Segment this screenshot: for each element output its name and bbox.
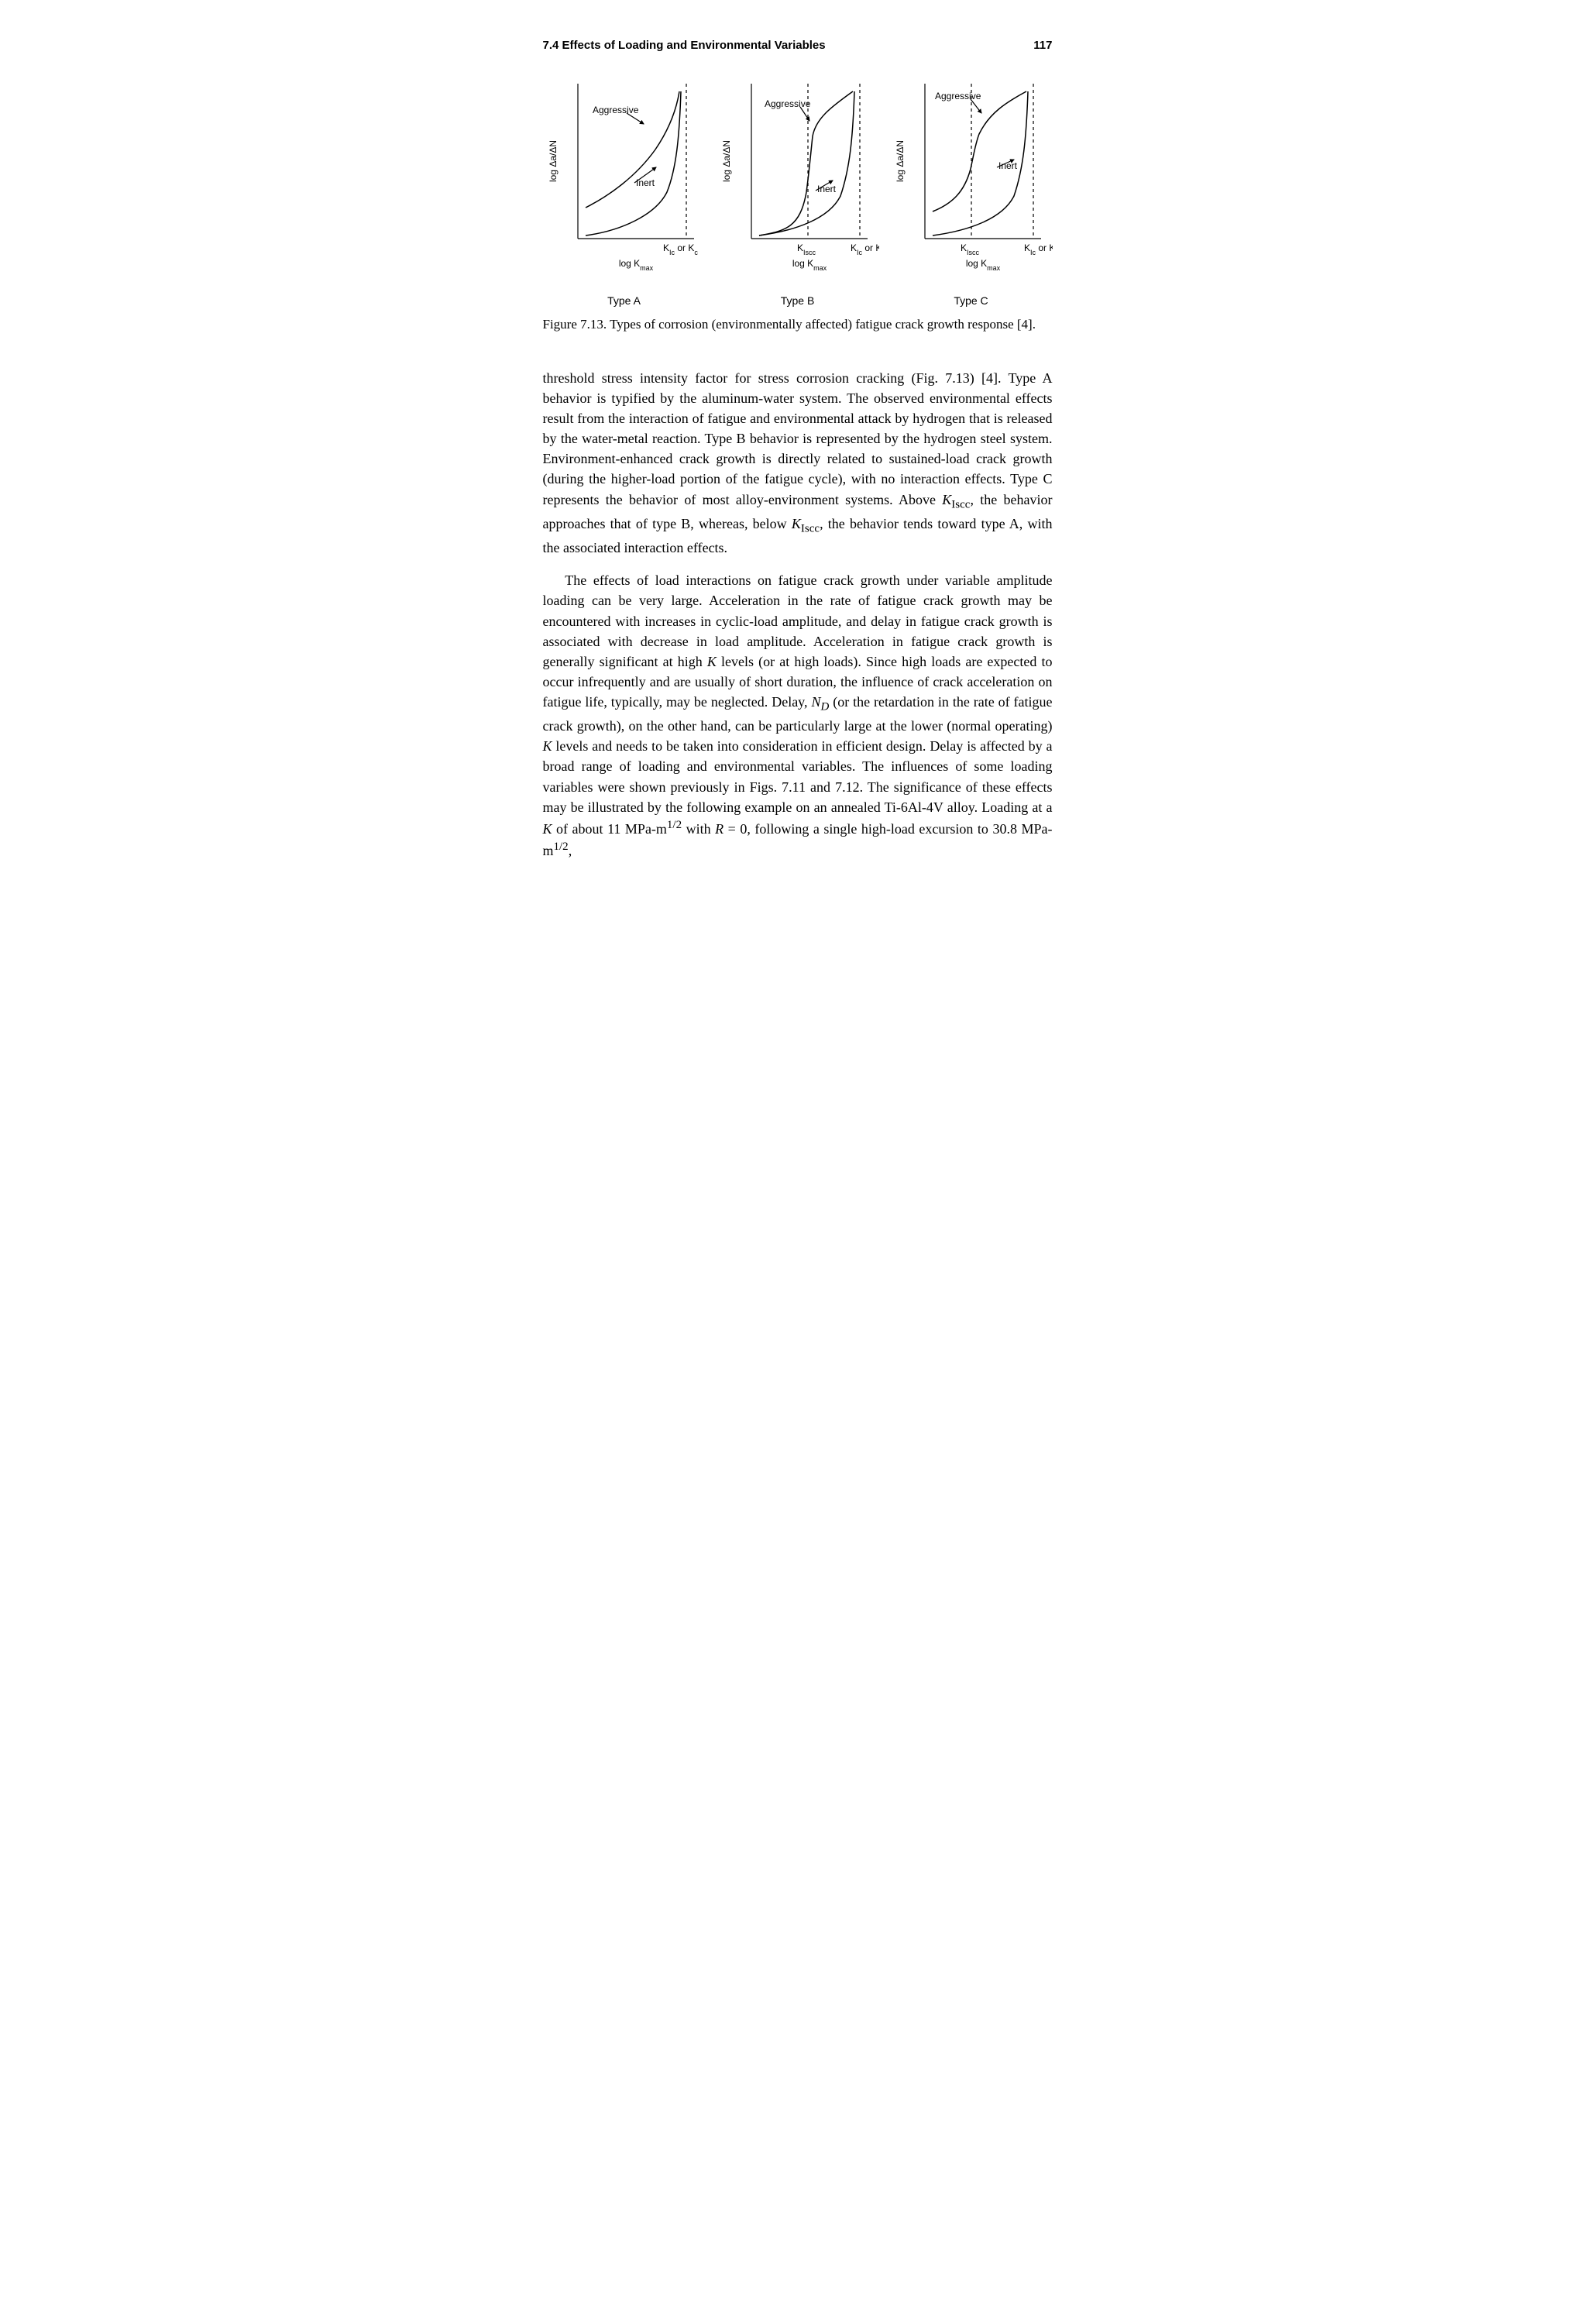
aggressive-label: Aggressive [593,105,639,115]
panel-c: KIscc KIc or Kc Aggressive Inert log Δa/… [890,76,1053,285]
figure-caption: Figure 7.13. Types of corrosion (environ… [543,316,1053,334]
figure-panel-c: KIscc KIc or Kc Aggressive Inert log Δa/… [890,76,1053,308]
x-axis-label: log Kmax [965,258,1000,272]
running-head: 7.4 Effects of Loading and Environmental… [543,37,1053,54]
y-axis-label: log Δa/ΔN [548,140,559,182]
inert-label: Inert [817,184,837,194]
figure-7-13: KIc or Kc Aggressive Inert log Δa/ΔN log… [543,76,1053,334]
svg-text:KIscc: KIscc [961,242,980,256]
figure-panels: KIc or Kc Aggressive Inert log Δa/ΔN log… [543,76,1053,308]
panel-type-label: Type B [717,293,879,308]
figure-panel-b: KIscc KIc or Kc Aggressive Inert log Δa/… [717,76,879,308]
x-axis-label: log Kmax [792,258,827,272]
y-axis-label: log Δa/ΔN [895,140,906,182]
aggressive-label: Aggressive [935,91,981,101]
figure-panel-a: KIc or Kc Aggressive Inert log Δa/ΔN log… [543,76,706,308]
panel-b: KIscc KIc or Kc Aggressive Inert log Δa/… [717,76,879,285]
panel-type-label: Type C [890,293,1053,308]
panel-type-label: Type A [543,293,706,308]
figure-caption-text: Types of corrosion (environmentally affe… [610,317,1036,332]
figure-id: Figure 7.13. [543,317,607,332]
body-paragraph-2: The effects of load interactions on fati… [543,570,1053,861]
page-number: 117 [1033,37,1052,54]
body-paragraph-1: threshold stress intensity factor for st… [543,368,1053,558]
section-title: 7.4 Effects of Loading and Environmental… [543,37,826,54]
x-axis-label: log Kmax [618,258,653,272]
inert-label: Inert [636,177,655,188]
panel-a: KIc or Kc Aggressive Inert log Δa/ΔN log… [543,76,706,285]
svg-text:KIc or Kc: KIc or Kc [851,242,879,256]
svg-text:KIscc: KIscc [797,242,816,256]
page: 7.4 Effects of Loading and Environmental… [489,0,1093,966]
svg-text:KIc or Kc: KIc or Kc [1024,242,1053,256]
svg-text:KIc or Kc: KIc or Kc [663,242,698,256]
y-axis-label: log Δa/ΔN [721,140,732,182]
aggressive-label: Aggressive [765,98,811,109]
